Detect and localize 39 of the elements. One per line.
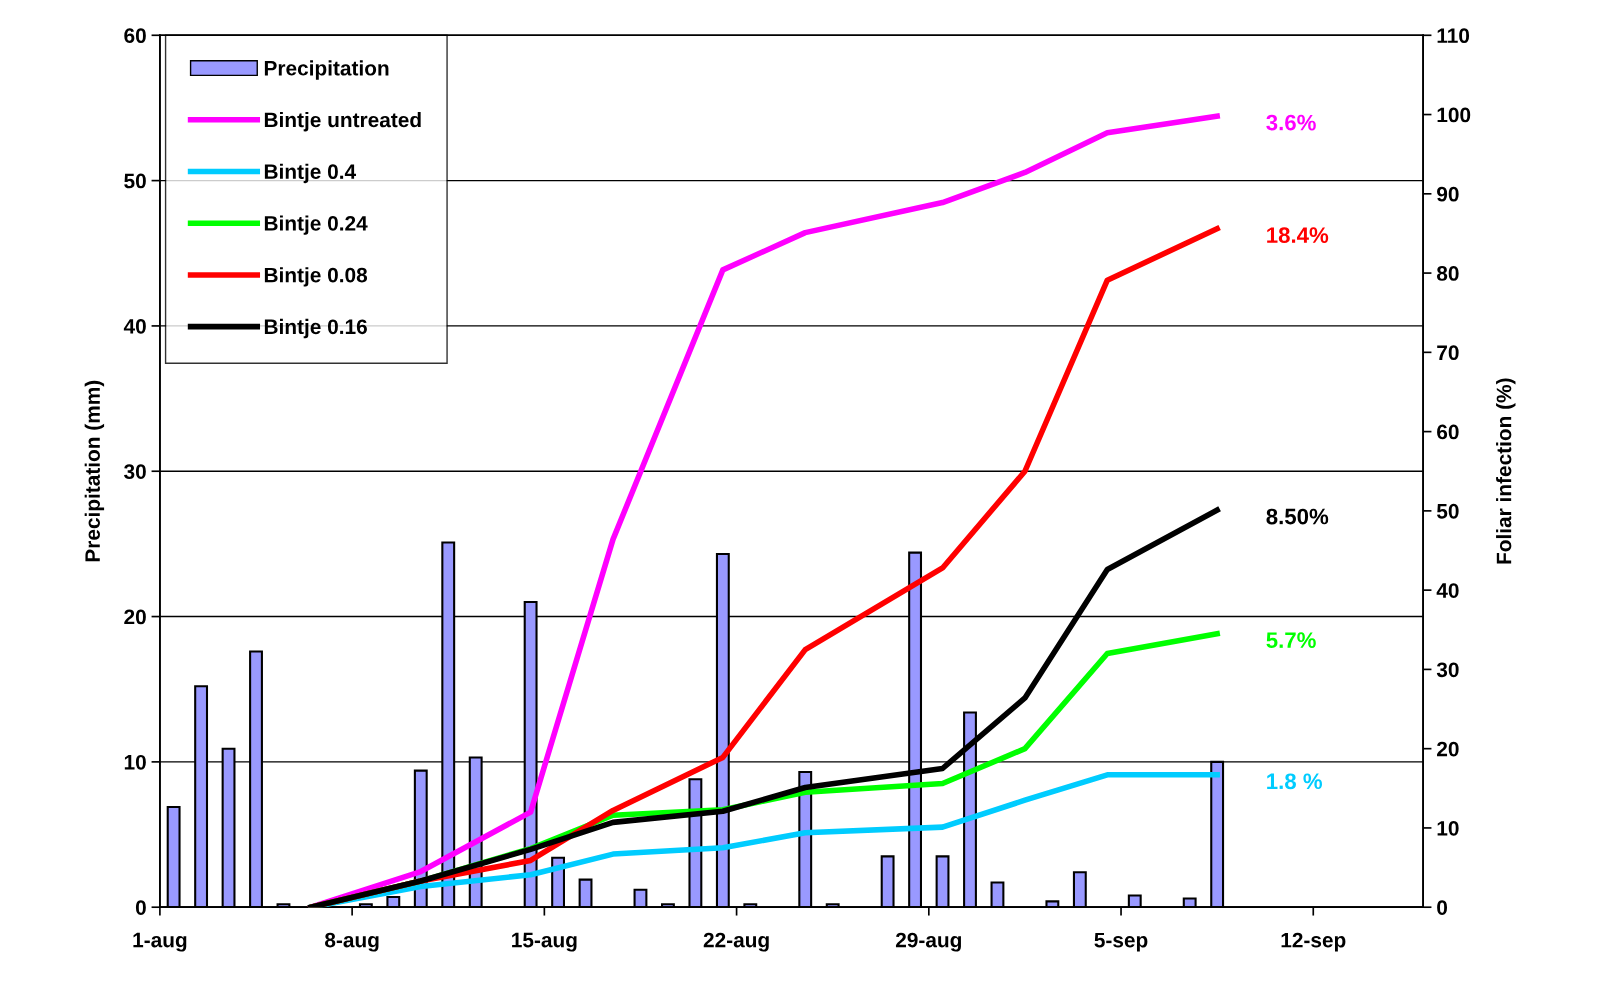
annotation: 8.50% [1266,508,1329,525]
y2-tick-label: 30 [1436,662,1459,678]
y-axis-title: Precipitation (mm) [84,380,105,562]
y2-tick-label: 0 [1437,900,1448,915]
y-tick-label: 60 [124,28,146,44]
y-tick-label: 10 [124,754,146,770]
annotation: 5.7% [1266,632,1316,649]
y-tick-label: 20 [124,609,146,625]
x-tick-label: 29-aug [895,932,961,952]
x-tick-label: 8-aug [325,932,379,952]
legend-label: Precipitation [264,60,389,80]
y2-tick-label: 50 [1436,503,1459,519]
y2-tick-label: 70 [1437,345,1459,361]
annotation: 18.4% [1267,227,1329,243]
y2-tick-label: 100 [1437,107,1471,123]
x-tick-label: 15-aug [512,932,577,952]
y-tick-label: 30 [124,464,146,480]
legend-label: Bintje 0.16 [264,318,367,339]
x-tick-label: 12-sep [1281,932,1346,952]
x-tick-label: 5-sep [1094,932,1148,952]
y-tick-label: 50 [124,173,146,189]
x-tick-label: 22-aug [703,932,769,952]
y2-tick-label: 60 [1437,424,1459,440]
y2-axis-title: Foliar infection (%) [1496,378,1516,564]
legend-label: Bintje 0.24 [264,215,368,235]
y2-tick-label: 10 [1437,820,1459,836]
legend-label: Bintje 0.4 [264,163,357,184]
y-tick-label: 40 [123,318,146,334]
x-tick-label: 1-aug [133,932,187,952]
y2-tick-label: 20 [1437,741,1459,757]
y-tick-label: 0 [135,900,146,915]
y2-tick-label: 40 [1436,583,1459,598]
y2-tick-label: 80 [1436,266,1459,281]
annotation: 3.6% [1266,114,1316,131]
legend-label: Bintje 0.08 [264,267,368,287]
y2-tick-label: 110 [1437,28,1470,44]
legend-label: Bintje untreated [264,111,421,132]
annotation: 1.8 % [1267,773,1322,790]
y2-tick-label: 90 [1437,186,1459,202]
